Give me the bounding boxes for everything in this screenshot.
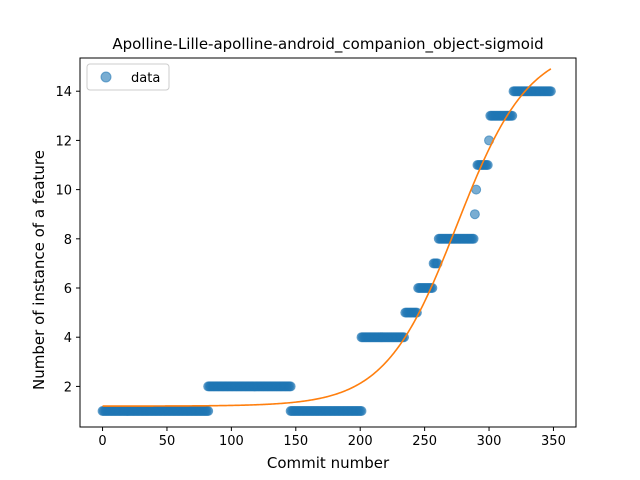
data-point (545, 86, 556, 97)
legend-marker-data (100, 71, 112, 83)
fit-line (102, 68, 552, 407)
x-tick-label: 100 (219, 434, 244, 449)
data-point (482, 160, 493, 171)
y-tick-label: 4 (64, 331, 72, 346)
plot-area: 0 50 100 150 200 250 300 350 2 4 6 8 10 12 14 (55, 57, 577, 449)
x-tick-label: 350 (541, 434, 566, 449)
x-tick-label: 250 (412, 434, 437, 449)
data-point (203, 406, 214, 417)
x-tick-label: 300 (477, 434, 502, 449)
legend-box (86, 63, 170, 91)
axes-frame (79, 57, 577, 428)
y-tick-label: 10 (55, 184, 72, 199)
legend: data (86, 63, 170, 91)
y-axis-label: Number of instance of a feature (30, 150, 48, 390)
chart-title: Apolline-Lille-apolline-android_companio… (112, 35, 543, 54)
x-tick-label: 150 (283, 434, 308, 449)
data-point (469, 209, 480, 220)
x-tick-label: 200 (348, 434, 373, 449)
x-tick-label: 50 (159, 434, 176, 449)
y-tick-label: 14 (55, 85, 72, 100)
y-tick-label: 6 (64, 282, 72, 297)
data-point (285, 381, 296, 392)
x-tick-label: 0 (98, 434, 106, 449)
legend-label-data: data (131, 71, 160, 86)
data-point (468, 233, 479, 244)
x-axis-label: Commit number (267, 454, 390, 472)
y-tick-label: 12 (55, 134, 72, 149)
y-tick-label: 8 (64, 233, 72, 248)
data-point (356, 406, 367, 417)
y-tick-label: 2 (64, 380, 72, 395)
